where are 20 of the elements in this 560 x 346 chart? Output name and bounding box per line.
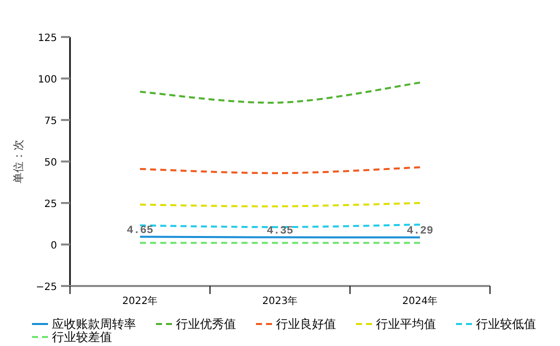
legend-label: 行业较差值 [52,330,112,344]
y-tick-label: 100 [38,74,57,86]
legend-label: 行业较低值 [476,317,536,331]
y-tick-label: 50 [44,158,57,168]
data-label: 4.35 [266,225,294,238]
legend-label: 行业优秀值 [176,317,236,331]
y-tick-label: 75 [44,116,57,127]
x-tick-label: 2023年 [262,295,298,307]
y-tick-label: 0 [50,240,57,252]
x-tick-label: 2024年 [402,295,438,307]
legend-label: 应收账款周转率 [52,317,136,331]
y-tick-label: 25 [44,199,57,210]
y-axis-title: 单位：次 [12,140,25,184]
legend-label: 行业平均值 [376,317,436,331]
legend-label: 行业良好值 [276,317,336,331]
y-tick-label: 125 [38,33,57,44]
x-tick-label: 2022年 [122,295,158,307]
data-label: 4.65 [126,224,154,237]
y-tick-label: −25 [36,282,57,293]
data-label: 4.29 [406,225,434,238]
